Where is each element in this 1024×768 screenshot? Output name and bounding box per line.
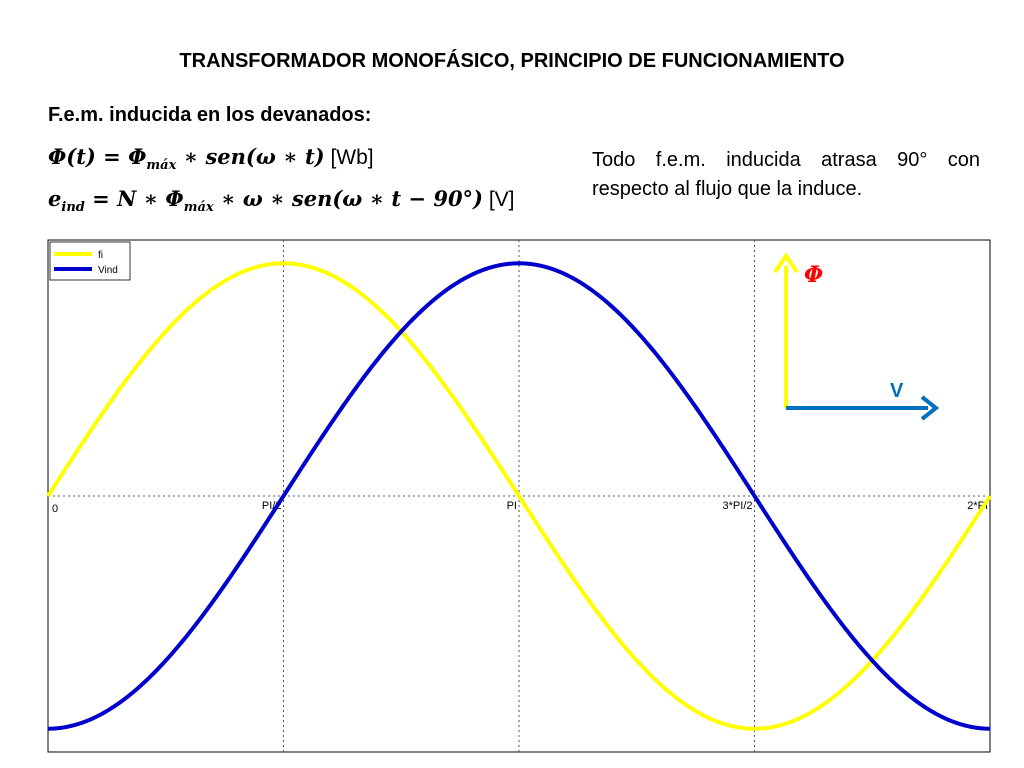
flux-phi: Φ (128, 144, 147, 169)
flux-lhs: Φ(t) (48, 144, 96, 169)
flux-unit: [Wb] (324, 146, 374, 169)
flux-eq: = (95, 144, 129, 169)
series-lines (46, 261, 992, 731)
x-tick-label: 3*PI/2 (723, 500, 753, 512)
page-title: TRANSFORMADOR MONOFÁSICO, PRINCIPIO DE F… (179, 50, 845, 72)
emf-rest: ∗ ω ∗ sen(ω ∗ t − 90°) (213, 186, 483, 211)
phasor-v-label: V (890, 380, 904, 402)
legend-label-vind: Vind (98, 265, 118, 276)
x-tick-label: PI (507, 500, 517, 512)
legend-box (49, 241, 131, 281)
emf-phi-sub: máx (183, 200, 214, 216)
flux-formula: Φ(t) = Φmáx ∗ sen(ω ∗ t) [Wb] (48, 144, 374, 173)
series-line-vind (47, 261, 991, 731)
emf-eq: = N ∗ (84, 186, 166, 211)
emf-phi: Φ (165, 186, 184, 211)
subtitle: F.e.m. inducida en los devanados: (48, 104, 372, 126)
series-line-fi (46, 261, 992, 731)
legend: fi Vind (49, 241, 131, 281)
emf-e-sub: ind (61, 200, 85, 216)
phasor-v-arrowhead (920, 395, 940, 421)
emf-formula: eind = N ∗ Φmáx ∗ ω ∗ sen(ω ∗ t − 90°) [… (48, 186, 515, 215)
phase-note: Todo f.e.m. inducida atrasa 90° con resp… (592, 149, 980, 200)
emf-e: e (48, 186, 62, 211)
phasor-diagram: Φ V (773, 252, 940, 421)
flux-rest: ∗ sen(ω ∗ t) (176, 144, 325, 169)
legend-label-fi: fi (98, 250, 103, 261)
emf-unit: [V] (483, 188, 515, 211)
x-tick-label: 0 (52, 503, 58, 515)
flux-phi-sub: máx (146, 158, 177, 174)
phasor-phi-arrowhead (773, 252, 799, 274)
phasor-phi-label: Φ (804, 262, 823, 288)
